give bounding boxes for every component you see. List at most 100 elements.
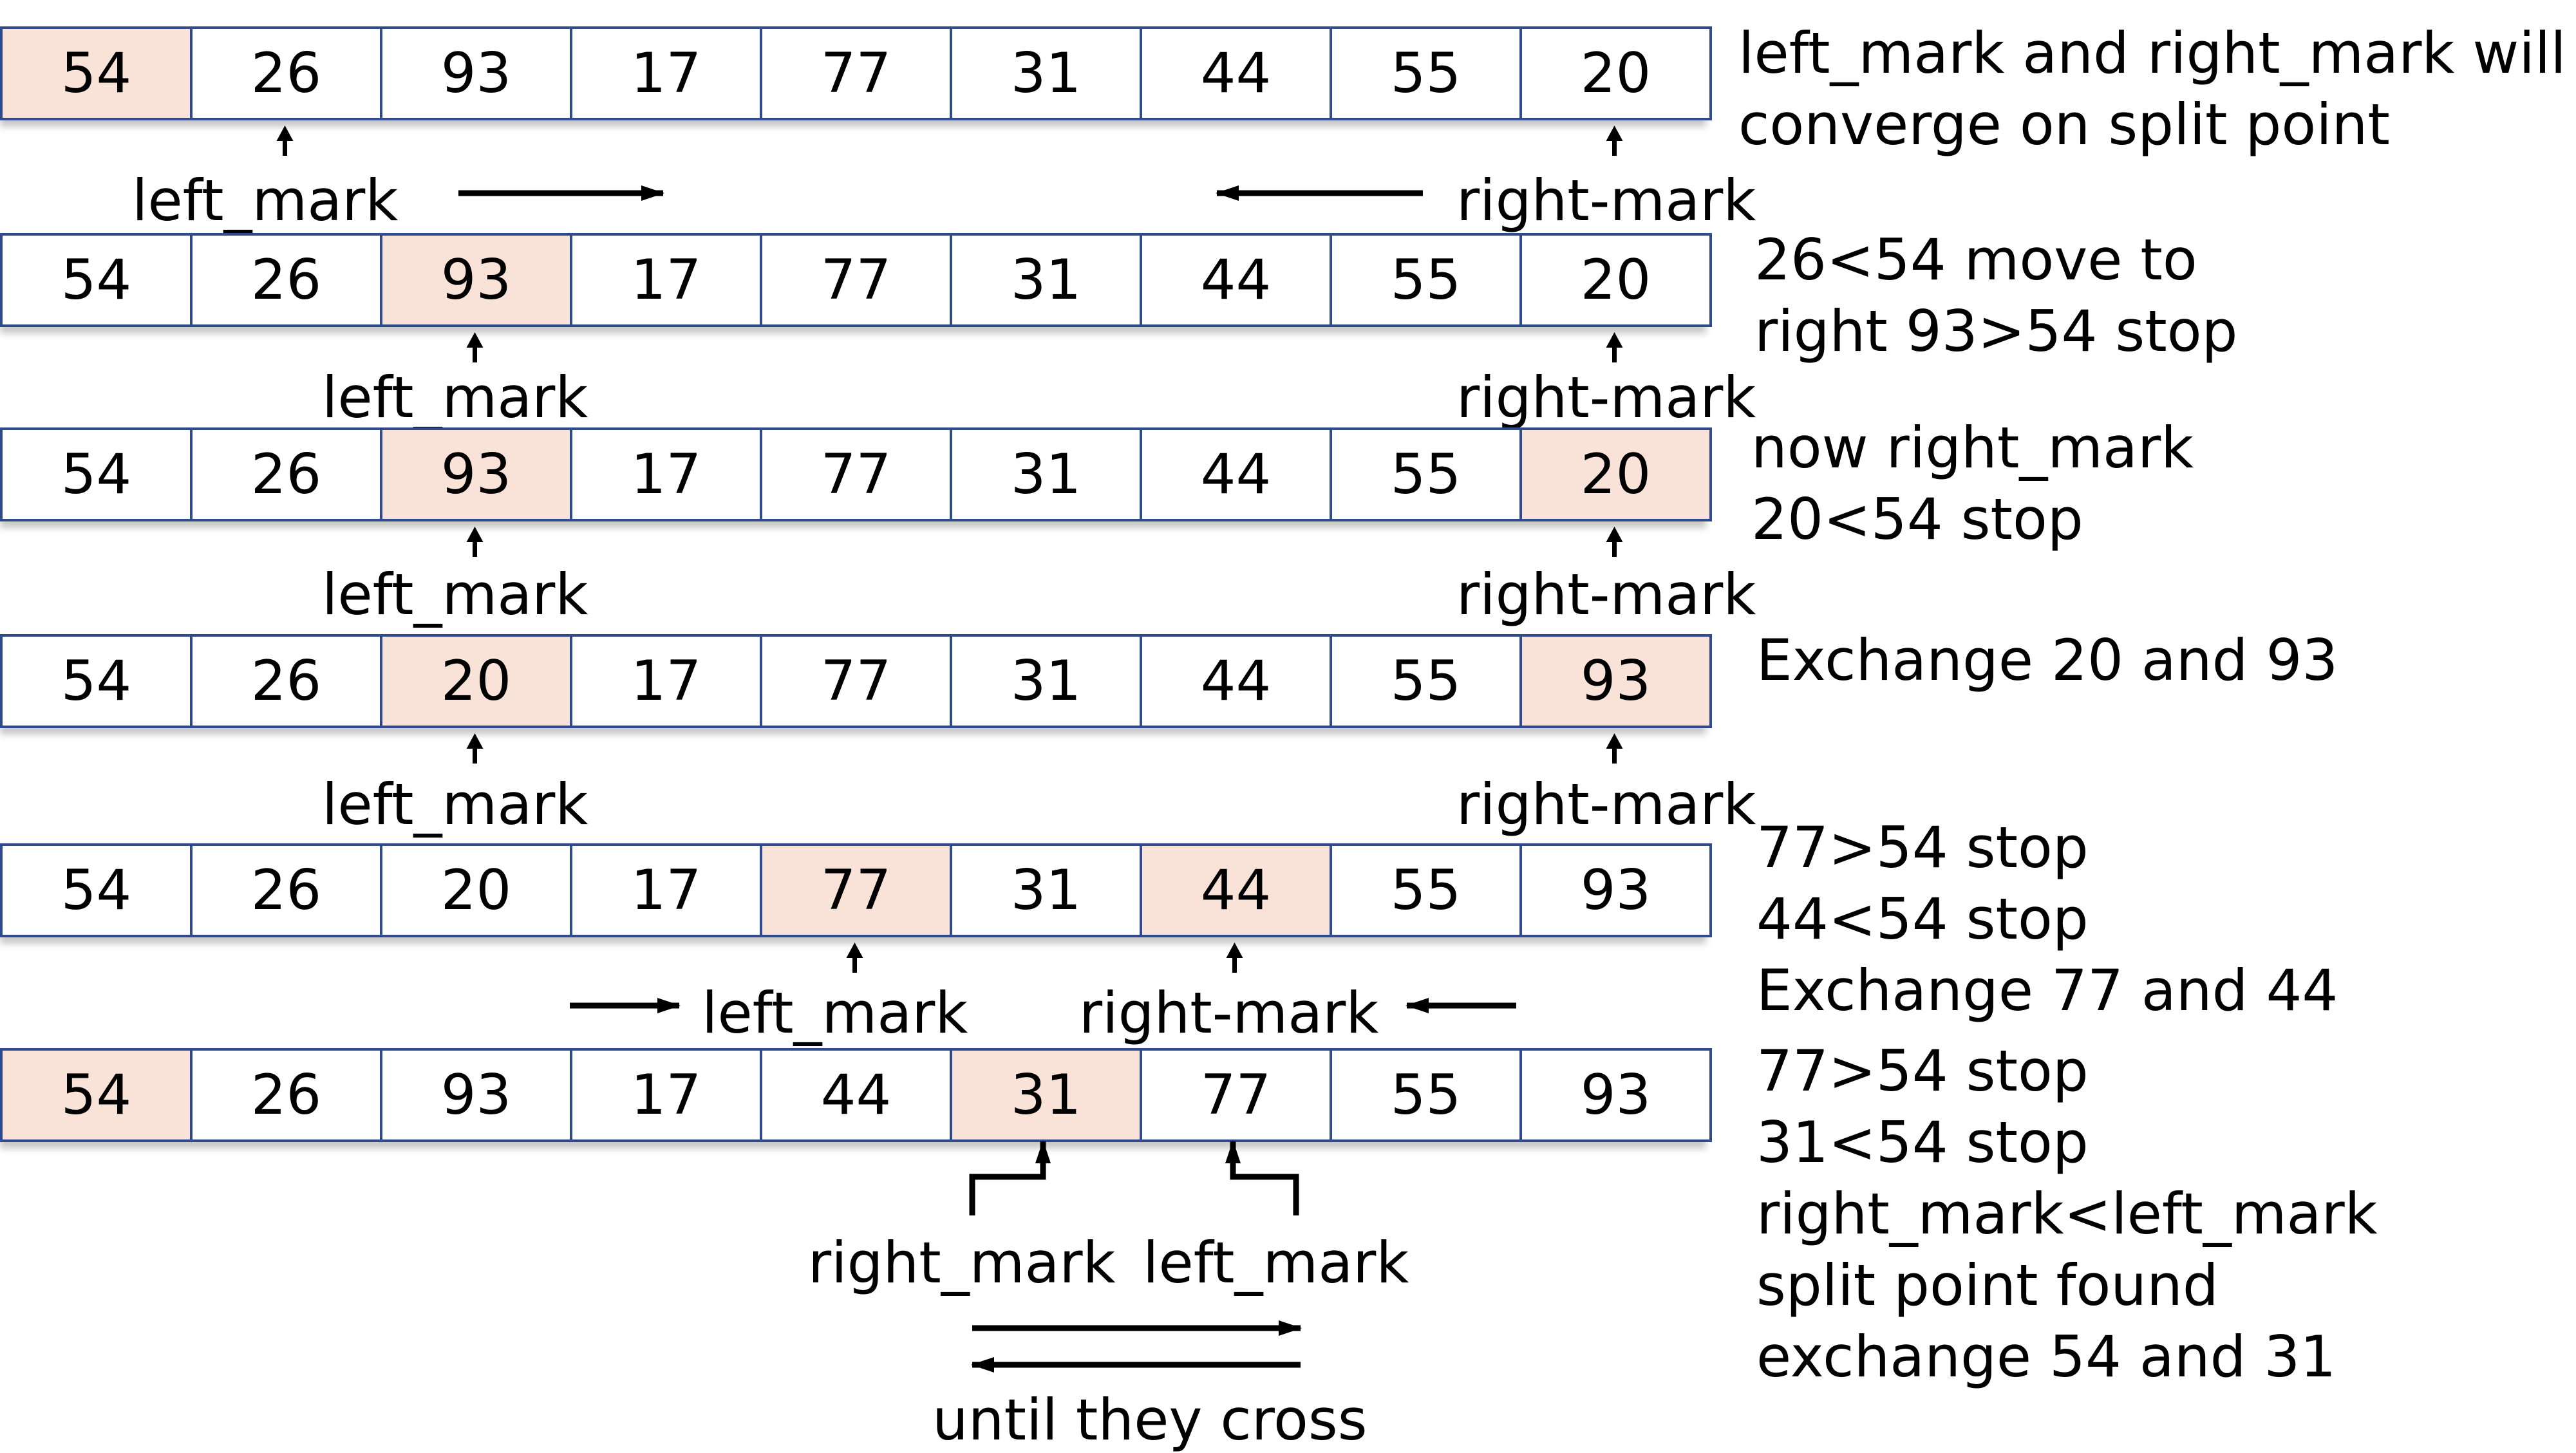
array-cell: 44 [760, 1048, 952, 1142]
array-cell: 17 [570, 634, 762, 728]
array-cell: 26 [190, 26, 382, 120]
until-they-cross-caption: until they cross [932, 1387, 1368, 1453]
array-cell: 31 [950, 1048, 1142, 1142]
left-mark-label: left_mark [322, 771, 588, 838]
array-cell: 20 [380, 843, 572, 937]
note-line: Exchange 77 and 44 [1756, 957, 2338, 1024]
array-cell: 93 [380, 1048, 572, 1142]
array-cell: 20 [380, 634, 572, 728]
array-cell: 54 [0, 634, 193, 728]
array-cell: 55 [1330, 634, 1522, 728]
note-line: 44<54 stop [1756, 886, 2089, 952]
array-cell: 55 [1330, 233, 1522, 327]
left-mark-label: left_mark [702, 980, 968, 1046]
array-cell: 93 [380, 233, 572, 327]
array-cell: 93 [380, 427, 572, 521]
pointer-arrow-head [466, 527, 484, 542]
right-mark-elbow-arrow [969, 1140, 1051, 1215]
left-mark-label: left_mark [132, 167, 399, 234]
step-note: 77>54 stop 44<54 stop Exchange 77 and 44 [1756, 812, 2338, 1026]
array-cell: 54 [0, 26, 193, 120]
right-mark-label: right-mark [1079, 980, 1379, 1046]
array-cell: 54 [0, 1048, 193, 1142]
array-cell: 17 [570, 26, 762, 120]
array-cell: 44 [1140, 634, 1332, 728]
pointer-arrow-head [276, 126, 294, 141]
pointer-arrow-head [1606, 126, 1623, 141]
array-cell: 26 [190, 1048, 382, 1142]
left-mark-label: left_mark [322, 364, 588, 431]
step-note: Exchange 20 and 93 [1756, 624, 2338, 696]
array-row: 54 26 93 17 77 31 44 55 20 [0, 427, 1712, 521]
pointer-arrow-head [1226, 942, 1243, 958]
array-cell: 55 [1330, 843, 1522, 937]
array-cell: 77 [760, 26, 952, 120]
note-line: 26<54 move to [1754, 227, 2197, 293]
pointer-arrow-head [466, 332, 484, 348]
array-cell: 26 [190, 634, 382, 728]
right-mark-label: right-mark [1456, 167, 1756, 234]
array-cell: 54 [0, 843, 193, 937]
array-cell: 17 [570, 843, 762, 937]
array-cell: 44 [1140, 427, 1332, 521]
array-cell: 31 [950, 634, 1142, 728]
array-cell: 55 [1330, 1048, 1522, 1142]
note-line: 77>54 stop [1756, 1038, 2089, 1104]
right-mark-label: right-mark [1456, 771, 1756, 838]
array-cell: 77 [1140, 1048, 1332, 1142]
note-line: split point found [1756, 1252, 2219, 1318]
array-cell: 17 [570, 427, 762, 521]
array-cell: 77 [760, 634, 952, 728]
array-cell: 77 [760, 233, 952, 327]
right-mark-final-label: right_mark [808, 1230, 1116, 1296]
left-mark-elbow-arrow [1225, 1140, 1299, 1215]
note-line: now right_mark [1751, 415, 2194, 481]
array-cell: 44 [1140, 843, 1332, 937]
array-cell: 31 [950, 233, 1142, 327]
right-mark-label: right-mark [1456, 561, 1756, 628]
note-line: right 93>54 stop [1754, 298, 2238, 364]
array-cell: 93 [1519, 634, 1712, 728]
array-cell: 93 [1519, 843, 1712, 937]
array-row: 54 26 93 17 77 31 44 55 20 [0, 233, 1712, 327]
array-row: 54 26 93 17 44 31 77 55 93 [0, 1048, 1712, 1142]
array-cell: 31 [950, 843, 1142, 937]
pointer-arrow-head [1606, 527, 1623, 542]
array-row: 54 26 20 17 77 31 44 55 93 [0, 634, 1712, 728]
step-note: 77>54 stop 31<54 stop right_mark<left_ma… [1756, 1035, 2378, 1392]
array-cell: 20 [1519, 233, 1712, 327]
array-cell: 20 [1519, 26, 1712, 120]
pointer-arrow-head [1606, 332, 1623, 348]
array-cell: 26 [190, 233, 382, 327]
array-cell: 55 [1330, 427, 1522, 521]
array-cell: 77 [760, 427, 952, 521]
array-cell: 31 [950, 427, 1142, 521]
array-cell: 93 [1519, 1048, 1712, 1142]
step-note: 26<54 move to right 93>54 stop [1754, 224, 2237, 367]
array-cell: 54 [0, 233, 193, 327]
array-cell: 55 [1330, 26, 1522, 120]
step-note: left_mark and right_mark will converge o… [1738, 17, 2566, 160]
array-cell: 54 [0, 427, 193, 521]
array-cell: 26 [190, 427, 382, 521]
note-line: converge on split point [1738, 91, 2390, 158]
note-line: 20<54 stop [1751, 486, 2083, 552]
pointer-arrow-head [466, 733, 484, 749]
note-line: exchange 54 and 31 [1756, 1324, 2336, 1390]
note-line: right_mark<left_mark [1756, 1181, 2378, 1247]
array-row: 54 26 20 17 77 31 44 55 93 [0, 843, 1712, 937]
note-line: Exchange 20 and 93 [1756, 627, 2338, 693]
array-cell: 31 [950, 26, 1142, 120]
note-line: 77>54 stop [1756, 814, 2089, 881]
left-mark-label: left_mark [322, 561, 588, 628]
array-row: 54 26 93 17 77 31 44 55 20 [0, 26, 1712, 120]
array-cell: 17 [570, 233, 762, 327]
array-cell: 44 [1140, 26, 1332, 120]
pointer-arrow-head [846, 942, 863, 958]
left-mark-final-label: left_mark [1143, 1230, 1409, 1296]
note-line: left_mark and right_mark will [1738, 20, 2566, 86]
array-cell: 93 [380, 26, 572, 120]
array-cell: 17 [570, 1048, 762, 1142]
array-cell: 44 [1140, 233, 1332, 327]
